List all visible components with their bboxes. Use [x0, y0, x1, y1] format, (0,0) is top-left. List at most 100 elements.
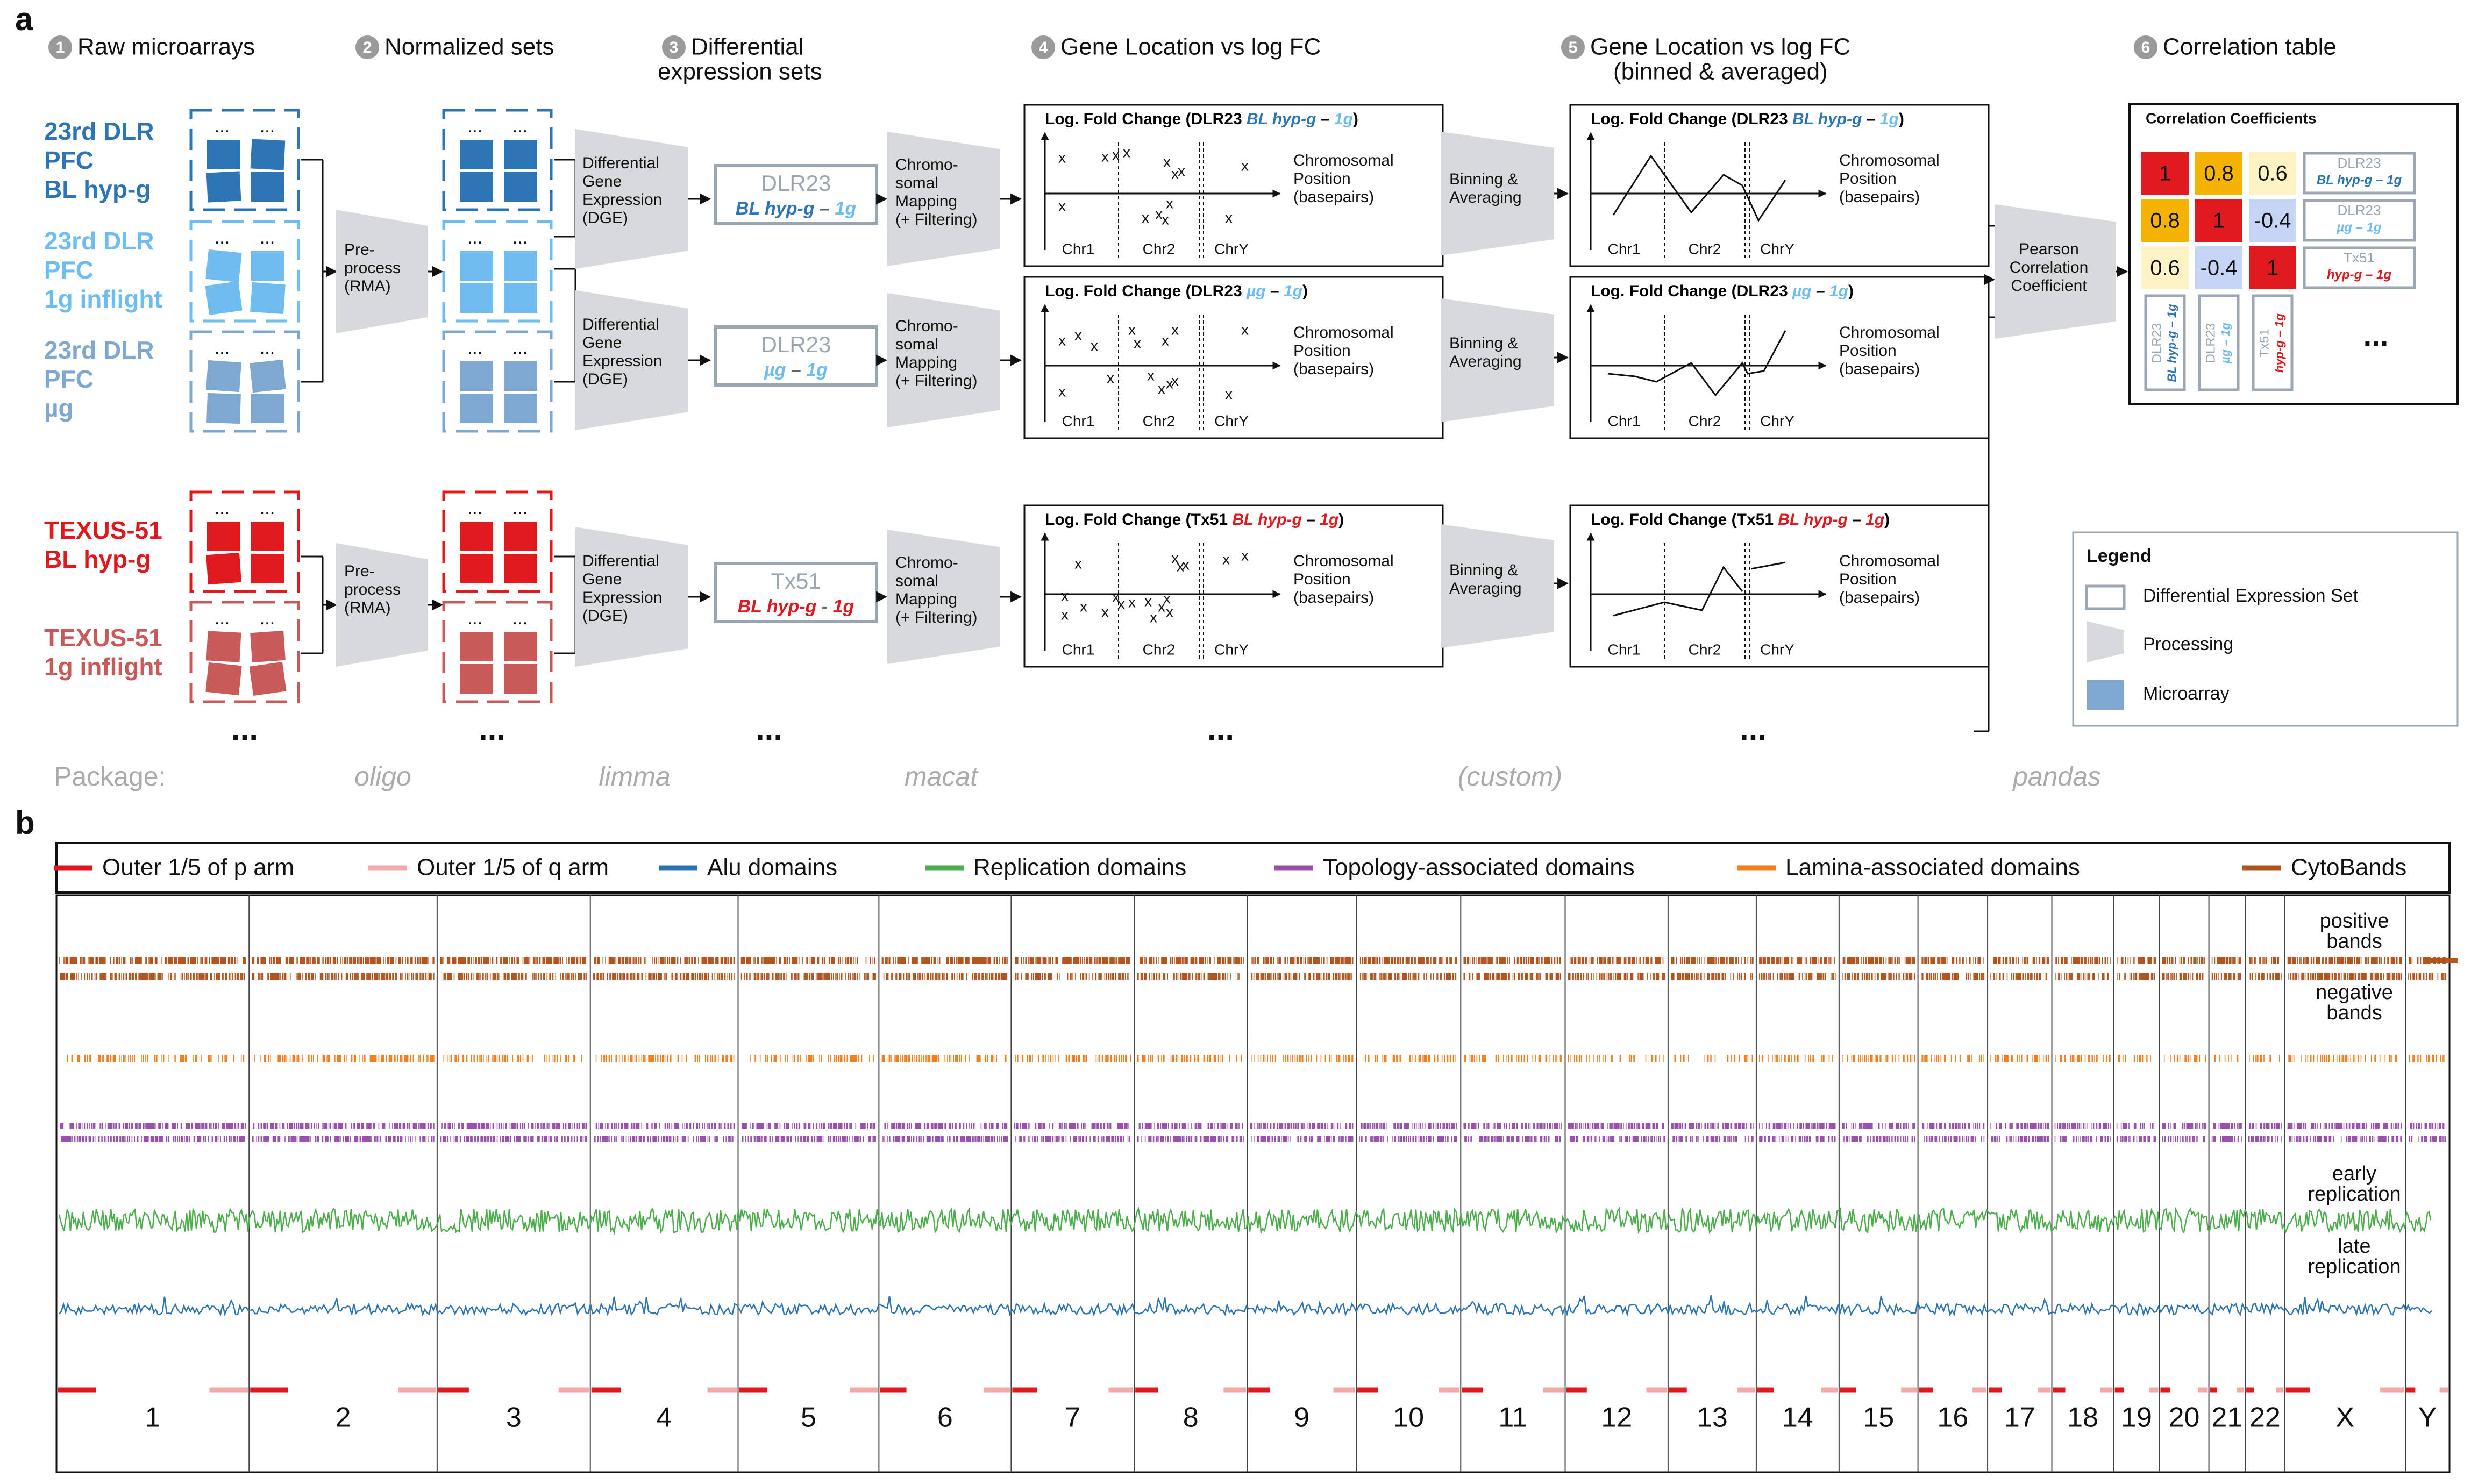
- scatter-point: x: [1112, 146, 1120, 163]
- chromosomal-mapping-shape: [887, 293, 1000, 427]
- microarray-dots: ...: [512, 498, 528, 518]
- chromosome-label: ChrY: [1214, 641, 1249, 658]
- scatter-point: x: [1158, 598, 1165, 615]
- chromosome-label: 16: [1937, 1402, 1968, 1433]
- track-legend-frame: [55, 842, 2451, 894]
- microarray-spot: [250, 139, 286, 170]
- microarray-spot: [460, 140, 493, 169]
- plot-title-prefix: Log. Fold Change (DLR23: [1045, 282, 1247, 300]
- de-set-condition-b: 1g: [806, 360, 828, 380]
- microarray-frame: [442, 601, 553, 703]
- scatter-point: x: [1128, 594, 1136, 610]
- microarray-dots: ...: [260, 116, 275, 137]
- microarray-frame: [189, 601, 300, 703]
- microarray-dots: ...: [467, 227, 482, 248]
- scatter-plot: Log. Fold Change (Tx51 BL hyp-g – 1g) Chr…: [1023, 504, 1444, 668]
- microarray-frame: [442, 220, 553, 323]
- chromosome-label: 11: [1498, 1402, 1527, 1433]
- genome-frame: [55, 894, 2451, 1473]
- scatter-point: x: [1171, 165, 1179, 182]
- dge-label: (DGE): [582, 209, 628, 227]
- plot-title: Log. Fold Change (Tx51 BL hyp-g – 1g): [1045, 511, 1344, 529]
- correlation-cell: [2195, 152, 2242, 195]
- microarray-spot: [504, 522, 537, 551]
- raw-microarray: ......: [189, 490, 300, 593]
- scatter-point: x: [1101, 148, 1109, 165]
- correlation-cell: [2195, 246, 2242, 289]
- step-title: Differential: [691, 34, 804, 60]
- step-number: 5: [1569, 39, 1578, 56]
- scatter-point: x: [1107, 369, 1114, 386]
- microarray-dots: ...: [467, 498, 482, 518]
- chromosome-label: 18: [2067, 1402, 2098, 1433]
- chromosome-label: 19: [2121, 1402, 2152, 1433]
- microarray-dots: ...: [512, 338, 528, 358]
- step-number: 4: [1039, 39, 1048, 56]
- binning-shape: [1441, 132, 1554, 255]
- normalized-microarray: ......: [442, 330, 553, 433]
- chromosome-label: Chr2: [1689, 641, 1721, 658]
- column-label-condition: µg – 1g: [2219, 322, 2232, 364]
- plot-title: Log. Fold Change (DLR23 BL hyp-g – 1g): [1591, 110, 1904, 128]
- correlation-value: 1: [2267, 256, 2278, 280]
- plot-title-separator: –: [1302, 511, 1320, 529]
- normalized-microarray: ......: [442, 601, 553, 703]
- raw-microarray: ......: [189, 220, 300, 323]
- step-number-badge: [355, 35, 379, 59]
- plot-axis-label: Chromosomal: [1839, 552, 1940, 570]
- sample-group-label: 23rd DLR: [44, 117, 154, 145]
- microarray-spot: [207, 140, 240, 169]
- plot-title-condition-b: 1g: [1284, 282, 1302, 300]
- package-name: limma: [599, 761, 670, 791]
- de-set-name: DLR23: [761, 332, 831, 357]
- plot-frame: [1569, 104, 1990, 267]
- plot-title-close: ): [1353, 110, 1358, 128]
- correlation-ellipsis: ...: [2363, 318, 2389, 352]
- pearson-label: Pearson: [2019, 240, 2079, 258]
- scatter-point: x: [1117, 595, 1125, 612]
- sample-group-label: 1g inflight: [44, 285, 162, 313]
- plot-title-prefix: Log. Fold Change (Tx51: [1045, 511, 1232, 529]
- pearson-label: Coefficient: [2011, 277, 2087, 295]
- plot-axis-label: Position: [1293, 342, 1351, 360]
- chromosomal-mapping-label: Chromo-: [895, 554, 958, 572]
- dge-label: Gene: [582, 173, 622, 190]
- microarray-spot: [206, 393, 241, 424]
- microarray-spot: [250, 630, 286, 663]
- lamina-domain-track-marks: [67, 1055, 2445, 1062]
- raw-microarray: ......: [189, 330, 300, 433]
- correlation-value: 0.8: [2204, 162, 2234, 186]
- plot-title: Log. Fold Change (DLR23 µg – 1g): [1045, 282, 1308, 300]
- de-set-separator: -: [816, 596, 832, 617]
- microarray-spot: [460, 283, 493, 313]
- binning-shape: [1441, 298, 1554, 422]
- chromosome-label: 13: [1697, 1402, 1728, 1433]
- scatter-point: x: [1241, 157, 1249, 174]
- microarray-frame: [189, 109, 300, 211]
- correlation-cell: [2141, 246, 2189, 289]
- chromosome-label: ChrY: [1760, 641, 1794, 658]
- row-label-name: DLR23: [2338, 155, 2381, 171]
- dge-shape: [575, 129, 688, 269]
- sample-group-label: PFC: [44, 365, 94, 393]
- step-number: 1: [56, 39, 65, 56]
- column-label-condition: hyp-g – 1g: [2273, 313, 2286, 373]
- step-title: expression sets: [658, 59, 822, 85]
- column-label-condition: BL hyp-g – 1g: [2165, 304, 2178, 382]
- plot-frame: [1023, 276, 1444, 439]
- normalized-microarray: ......: [442, 490, 553, 593]
- row-label-box: [2303, 199, 2416, 242]
- preprocess-shape: [336, 543, 428, 667]
- correlation-cell: [2249, 199, 2296, 242]
- scatter-point: x: [1177, 558, 1184, 574]
- plot-title-condition-a: BL hyp-g: [1778, 511, 1847, 529]
- plot-title-separator: –: [1812, 282, 1829, 300]
- plot-title-condition-b: 1g: [1880, 110, 1899, 128]
- chromosome-label: 20: [2169, 1402, 2200, 1433]
- chromosome-label: Chr1: [1062, 240, 1095, 257]
- microarray-spot: [504, 361, 537, 391]
- scatter-point: x: [1128, 321, 1136, 338]
- correlation-cell: [2141, 199, 2189, 242]
- chromosomal-mapping-label: Mapping: [895, 192, 957, 210]
- panel-b: b Outer 1/5 of p arm Outer 1/5 of q arm Alu…: [15, 805, 2458, 1473]
